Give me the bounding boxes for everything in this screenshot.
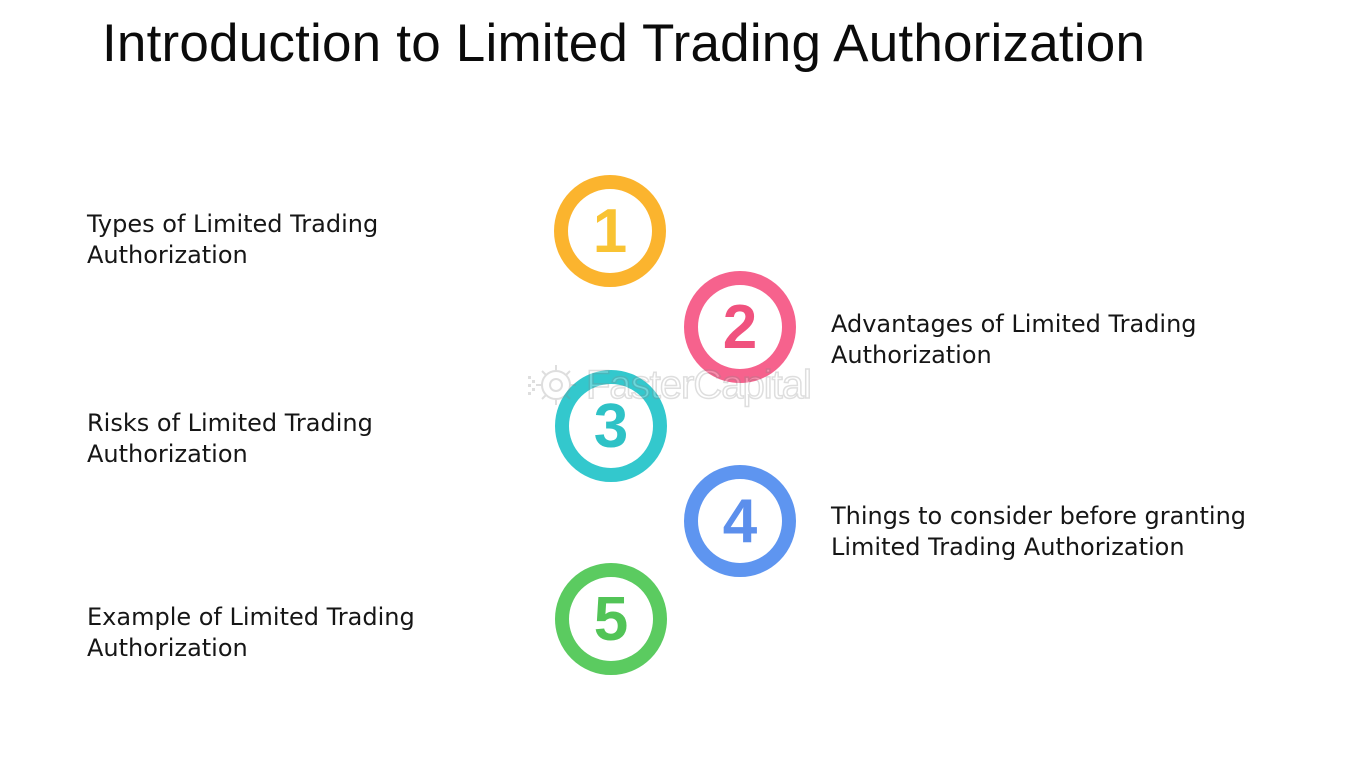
step-3-text: Risks of Limited Trading Authorization — [87, 409, 373, 468]
step-1-number: 1 — [592, 197, 628, 266]
step-5-number: 5 — [593, 585, 629, 654]
step-4-number: 4 — [722, 487, 758, 556]
step-2-number: 2 — [722, 293, 758, 362]
step-5-badge: 5 — [555, 563, 667, 675]
step-4-badge: 4 — [684, 465, 796, 577]
page-title: Introduction to Limited Trading Authoriz… — [102, 14, 1146, 73]
step-2-badge: 2 — [684, 271, 796, 383]
step-2-text: Advantages of Limited Trading Authorizat… — [831, 310, 1197, 369]
step-4-text: Things to consider before granting Limit… — [831, 502, 1247, 561]
step-3-badge: 3 — [555, 370, 667, 482]
step-5-text: Example of Limited Trading Authorization — [87, 603, 415, 662]
step-1-text: Types of Limited Trading Authorization — [87, 210, 379, 269]
step-1-badge: 1 — [554, 175, 666, 287]
step-3-number: 3 — [593, 392, 629, 461]
